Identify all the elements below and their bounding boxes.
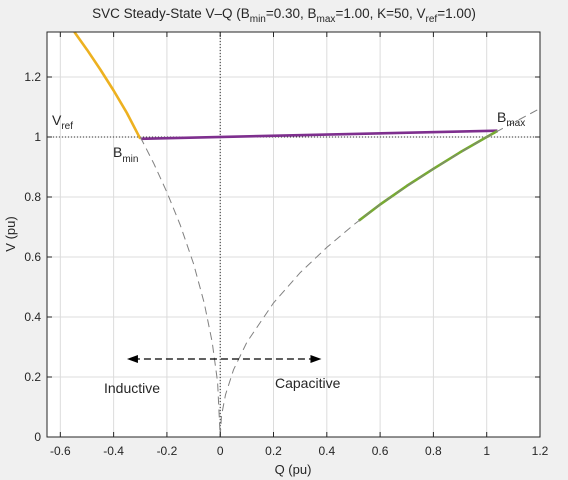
tick-labels: -0.6 -0.4 -0.2 0 0.2 0.4 0.6 0.8 1 1.2 0 0.2 0.4 0.6 0… bbox=[24, 70, 548, 458]
y-tick-label: 0 bbox=[34, 430, 41, 444]
axes bbox=[46, 31, 541, 438]
vref-label: Vref bbox=[52, 112, 73, 132]
plot-area bbox=[47, 32, 540, 437]
x-tick-label: 0.6 bbox=[372, 444, 389, 458]
x-tick-label: 0.2 bbox=[265, 444, 282, 458]
y-tick-label: 0.6 bbox=[24, 250, 41, 264]
x-axis-label: Q (pu) bbox=[275, 462, 312, 477]
annotations: Vref Bmin Bmax Inductive Capacitive bbox=[52, 109, 525, 396]
control-range-line bbox=[140, 129, 498, 141]
chart-title: SVC Steady-State V–Q (Bmin=0.30, Bmax=1.… bbox=[92, 6, 476, 25]
axes-box bbox=[46, 31, 541, 438]
x-tick-label: -0.2 bbox=[157, 444, 178, 458]
inductive-limit-line bbox=[73, 31, 142, 140]
y-tick-label: 1 bbox=[34, 130, 41, 144]
reference-lines bbox=[47, 32, 540, 437]
bmax-label: Bmax bbox=[497, 109, 525, 129]
x-tick-label: -0.6 bbox=[50, 444, 71, 458]
capacitive-label: Capacitive bbox=[275, 375, 341, 391]
x-tick-label: 0.4 bbox=[318, 444, 335, 458]
arrow-head-right bbox=[310, 355, 322, 363]
arrow-head-left bbox=[126, 355, 138, 363]
y-tick-label: 0.2 bbox=[24, 370, 41, 384]
bmax-susceptance-curve bbox=[219, 108, 541, 438]
x-tick-label: 0.8 bbox=[425, 444, 442, 458]
y-axis-label: V (pu) bbox=[3, 216, 18, 251]
x-tick-label: 1.2 bbox=[532, 444, 549, 458]
bmin-label: Bmin bbox=[113, 144, 138, 165]
inductive-label: Inductive bbox=[104, 380, 160, 396]
y-tick-label: 0.4 bbox=[24, 310, 41, 324]
series-group bbox=[73, 31, 541, 438]
y-tick-label: 0.8 bbox=[24, 190, 41, 204]
bmin-susceptance-curve bbox=[139, 136, 221, 438]
x-tick-label: 1 bbox=[483, 444, 490, 458]
y-tick-label: 1.2 bbox=[24, 70, 41, 84]
x-tick-label: -0.4 bbox=[103, 444, 124, 458]
x-tick-label: 0 bbox=[217, 444, 224, 458]
